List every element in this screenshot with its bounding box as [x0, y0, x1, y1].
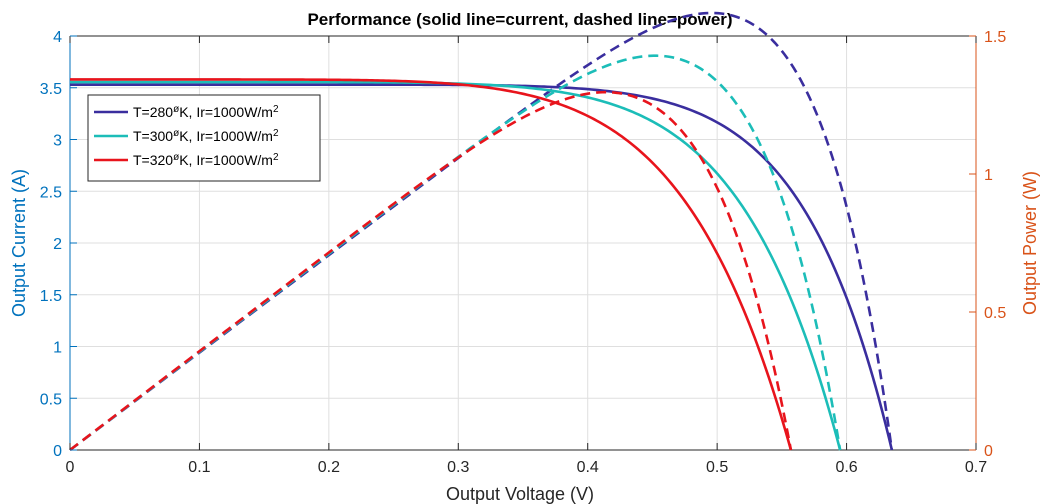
y-right-axis-ticks: 0 0.5 1 1.5 [969, 29, 1006, 460]
x-tick-label: 0 [66, 459, 75, 476]
y-left-tick-label: 1.5 [40, 288, 62, 305]
y-right-tick-label: 1 [984, 167, 993, 184]
x-tick-label: 0.4 [577, 459, 599, 476]
chart-title: Performance (solid line=current, dashed … [307, 10, 732, 29]
y-left-tick-label: 4 [53, 29, 62, 46]
x-tick-label: 0.5 [706, 459, 728, 476]
x-tick-label: 0.1 [188, 459, 210, 476]
x-axis-label: Output Voltage (V) [446, 484, 594, 504]
x-tick-label: 0.6 [835, 459, 857, 476]
y-right-tick-label: 0 [984, 443, 993, 460]
y-left-tick-label: 0.5 [40, 391, 62, 408]
y-left-tick-label: 2 [53, 236, 62, 253]
y-left-axis-label: Output Current (A) [9, 169, 29, 317]
legend: T=280øK, Ir=1000W/m2 T=300øK, Ir=1000W/m2… [87, 94, 321, 182]
current-line-series-3 [70, 78, 793, 451]
y-right-tick-label: 1.5 [984, 29, 1006, 46]
y-right-axis-label: Output Power (W) [1020, 171, 1040, 315]
y-left-tick-label: 2.5 [40, 184, 62, 201]
x-tick-label: 0.7 [965, 459, 987, 476]
x-axis-ticks: 0 0.1 0.2 0.3 0.4 0.5 0.6 0.7 [66, 36, 987, 476]
y-left-axis-ticks: 0 0.5 1 1.5 2 2.5 3 3.5 4 [40, 29, 77, 460]
y-left-tick-label: 3.5 [40, 81, 62, 98]
y-right-tick-label: 0.5 [984, 305, 1006, 322]
series-layer [69, 11, 894, 452]
x-tick-label: 0.2 [318, 459, 340, 476]
y-left-tick-label: 1 [53, 340, 62, 357]
legend-label-1: T=280øK, Ir=1000W/m2 [133, 104, 279, 121]
power-line-series-3 [69, 90, 793, 452]
y-left-tick-label: 0 [53, 443, 62, 460]
legend-label-3: T=320øK, Ir=1000W/m2 [133, 152, 279, 169]
legend-box [87, 94, 321, 182]
x-tick-label: 0.3 [447, 459, 469, 476]
y-left-tick-label: 3 [53, 133, 62, 150]
legend-label-2: T=300øK, Ir=1000W/m2 [133, 128, 279, 145]
